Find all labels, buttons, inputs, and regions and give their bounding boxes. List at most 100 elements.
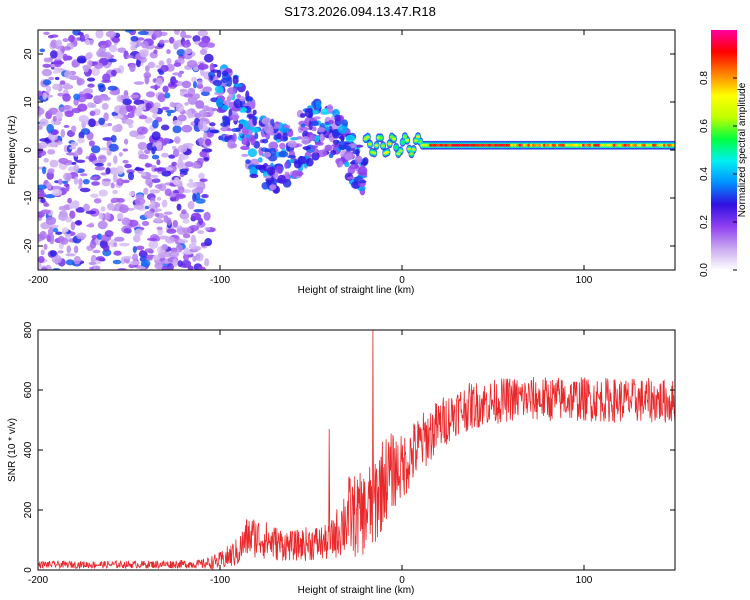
noise-blob (93, 61, 98, 65)
noise-blob (98, 117, 106, 126)
noise-blob (123, 255, 132, 260)
noise-blob (76, 232, 87, 240)
noise-blob (178, 186, 185, 194)
noise-blob (112, 173, 118, 183)
transition-blob (232, 133, 237, 143)
carrier-core (418, 140, 423, 144)
transition-blob (279, 127, 290, 133)
transition-blob (216, 69, 222, 78)
noise-blob (129, 260, 141, 266)
noise-blob (175, 244, 184, 253)
transition-blob (349, 161, 355, 165)
noise-blob (69, 146, 76, 150)
noise-blob (38, 125, 43, 130)
noise-blob (88, 39, 94, 46)
noise-blob (151, 154, 160, 160)
noise-blob (135, 245, 145, 251)
noise-blob (124, 163, 132, 169)
noise-blob (204, 226, 211, 231)
transition-blob (250, 136, 256, 146)
transition-blob (312, 109, 320, 115)
noise-blob (61, 227, 69, 233)
carrier-core (400, 140, 405, 144)
noise-blob (188, 178, 194, 183)
noise-blob (160, 64, 169, 73)
noise-blob (134, 167, 145, 171)
noise-blob (65, 217, 72, 223)
noise-blob (58, 157, 69, 164)
noise-blob (149, 107, 158, 114)
noise-blob (51, 254, 62, 264)
carrier-core (416, 135, 420, 139)
noise-blob (155, 77, 163, 87)
carrier-core (392, 137, 396, 141)
noise-blob (176, 48, 186, 57)
noise-blob (87, 83, 95, 88)
noise-blob (204, 138, 212, 146)
noise-blob (169, 196, 177, 202)
transition-blob (229, 114, 240, 120)
noise-blob (65, 253, 76, 257)
spectrogram-x-ticks: -200 -100 0 100 (28, 30, 593, 286)
transition-blob (328, 153, 334, 159)
transition-blob (230, 127, 241, 133)
noise-blob (123, 138, 129, 145)
noise-blob (198, 266, 206, 270)
snr-y-tick-label: 600 (23, 381, 34, 398)
noise-blob (181, 40, 192, 48)
transition-blob (209, 122, 216, 127)
noise-blob (78, 178, 83, 186)
noise-blob (184, 102, 189, 106)
noise-blob (49, 143, 58, 147)
noise-blob (95, 30, 104, 39)
noise-blob (63, 124, 70, 128)
figure-title: S173.2026.094.13.47.R18 (284, 4, 436, 19)
transition-blob (261, 138, 269, 144)
noise-blob (55, 110, 63, 119)
noise-blob (64, 70, 72, 79)
noise-blob (116, 165, 124, 175)
noise-blob (38, 142, 48, 149)
noise-blob (62, 93, 71, 102)
noise-blob (161, 243, 168, 251)
snr-panel: -200 -100 0 100 0 200 400 600 800 Height of str… (7, 321, 676, 596)
noise-blob (140, 41, 149, 49)
transition-blob (299, 126, 309, 132)
noise-blob (38, 192, 47, 198)
noise-blob (191, 188, 198, 195)
noise-blob (134, 197, 146, 206)
spectrogram-y-tick-label: 20 (23, 48, 34, 60)
noise-blob (183, 247, 190, 255)
noise-blob (172, 258, 178, 267)
noise-blob (161, 152, 169, 158)
noise-blob (193, 209, 205, 213)
noise-blob (179, 88, 188, 93)
noise-blob (141, 172, 147, 177)
noise-blob (79, 187, 91, 193)
transition-blob (232, 75, 239, 86)
noise-blob (111, 69, 117, 77)
transition-blob (268, 141, 279, 150)
noise-blob (168, 251, 180, 258)
noise-blob (108, 143, 119, 152)
transition-blob (355, 148, 360, 157)
noise-blob (145, 177, 154, 187)
transition-blob (324, 144, 333, 152)
noise-blob (60, 129, 66, 138)
noise-blob (154, 213, 160, 217)
noise-blob (145, 205, 150, 210)
snr-y-ticks: 0 200 400 600 800 (23, 321, 675, 573)
noise-blob (197, 230, 205, 234)
noise-blob (57, 178, 63, 185)
noise-blob (152, 119, 159, 129)
noise-blob (49, 250, 57, 257)
noise-blob (131, 253, 139, 261)
transition-blob (284, 161, 289, 169)
carrier-core (374, 144, 379, 147)
noise-blob (68, 203, 75, 209)
spectrogram-x-tick-label: -200 (28, 275, 48, 286)
noise-blob (195, 252, 204, 262)
transition-blob (273, 134, 278, 141)
noise-blob (161, 106, 170, 111)
